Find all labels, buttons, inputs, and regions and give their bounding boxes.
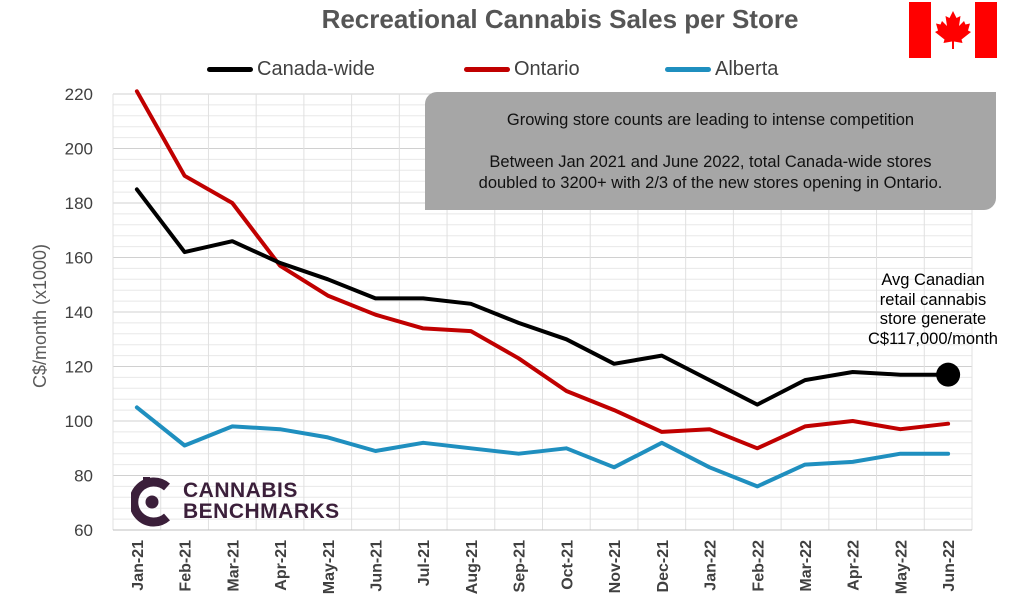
legend-item-alberta: Alberta [665, 58, 778, 81]
x-tick-label: Oct-21 [559, 540, 576, 590]
annotation-line-2: retail cannabis [879, 290, 987, 309]
axes: 60 80 100 120 140 160 180 200 220 Jan-21 Feb-21 Mar… [65, 85, 972, 594]
x-tick-label: Jul-21 [416, 540, 433, 586]
series-lines [134, 89, 961, 489]
x-tick-label: Feb-22 [750, 540, 767, 592]
x-tick-label: Jun-22 [941, 540, 958, 592]
annotation-line-4: C$117,000/month [868, 329, 998, 348]
cannabis-benchmarks-logo-icon [131, 477, 170, 527]
x-tick-label: Feb-21 [178, 540, 195, 592]
callout-line-3: doubled to 3200+ with 2/3 of the new sto… [478, 174, 943, 192]
canada-endpoint-marker [936, 362, 961, 387]
cannabis-benchmarks-logo: CANNABIS BENCHMARKS [131, 477, 351, 527]
series-line-alberta [134, 405, 951, 489]
canada-flag-icon [909, 2, 997, 58]
y-tick-label: 140 [65, 303, 93, 322]
x-tick-label: Apr-22 [846, 540, 863, 591]
y-axis-label: C$/month (x1000) [30, 244, 50, 388]
series-line-canada-wide [134, 187, 951, 407]
y-tick-label: 160 [65, 249, 93, 268]
logo-line-1: CANNABIS [183, 479, 298, 502]
y-tick-label: 60 [74, 521, 93, 540]
x-tick-label: Sep-21 [512, 540, 529, 593]
x-tick-label: Nov-21 [607, 540, 624, 593]
callout-line-2: Between Jan 2021 and June 2022, total Ca… [489, 153, 932, 171]
x-tick-label: May-21 [321, 540, 338, 594]
annotation-line-1: Avg Canadian [881, 271, 985, 289]
x-tick-label: Mar-22 [798, 540, 815, 592]
legend-item-canada: Canada-wide [207, 58, 375, 81]
callout-line-1: Growing store counts are leading to inte… [506, 111, 915, 129]
x-tick-label: May-22 [893, 540, 910, 594]
y-tick-label: 80 [74, 467, 93, 486]
x-tick-label: Aug-21 [464, 540, 481, 594]
legend-swatch-canada [207, 67, 253, 72]
legend-label-canada: Canada-wide [257, 58, 375, 80]
legend-swatch-alberta [665, 67, 711, 72]
legend-item-ontario: Ontario [464, 58, 580, 81]
x-tick-label: Mar-21 [225, 540, 242, 592]
x-tick-label: Apr-21 [273, 540, 290, 591]
x-tick-label: Jan-22 [703, 540, 720, 591]
logo-line-2: BENCHMARKS [183, 500, 340, 523]
y-tick-label: 220 [65, 85, 93, 104]
y-tick-label: 100 [65, 412, 93, 431]
annotation-line-3: store generate [879, 310, 987, 328]
chart-title: Recreational Cannabis Sales per Store [321, 4, 799, 34]
x-tick-label: Jan-21 [130, 540, 147, 591]
legend-swatch-ontario [464, 67, 510, 72]
y-tick-label: 180 [65, 194, 93, 213]
logo-text: CANNABIS BENCHMARKS [183, 480, 340, 522]
x-tick-label: Jun-21 [368, 540, 385, 592]
legend-label-ontario: Ontario [514, 58, 580, 80]
x-tick-label: Dec-21 [655, 540, 672, 593]
legend-label-alberta: Alberta [715, 58, 779, 80]
y-tick-label: 200 [65, 140, 93, 159]
y-tick-label: 120 [65, 358, 93, 377]
callout-box: Growing store counts are leading to inte… [425, 92, 996, 210]
series-line-ontario [134, 89, 951, 451]
end-annotation: Avg Canadian retail cannabis store gener… [848, 271, 1018, 349]
